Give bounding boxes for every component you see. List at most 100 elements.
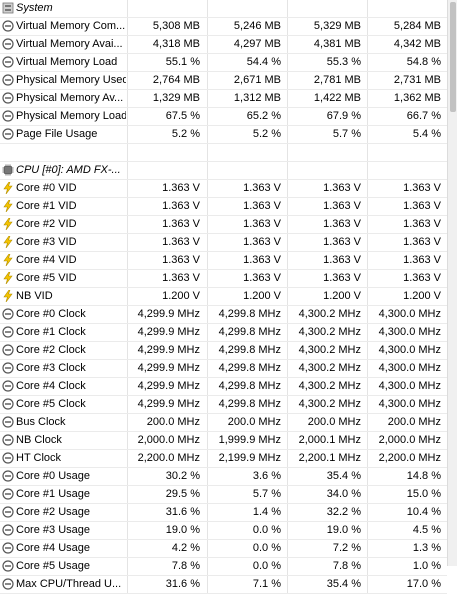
maximum-value: 5.7 % bbox=[332, 128, 361, 140]
column-divider bbox=[367, 396, 368, 413]
average-value: 4.5 % bbox=[412, 524, 441, 536]
sensor-row[interactable]: Core #4 Clock 4,299.9 MHz 4,299.8 MHz 4,300… bbox=[0, 378, 447, 396]
column-divider bbox=[127, 468, 128, 485]
column-divider bbox=[127, 18, 128, 35]
column-divider bbox=[287, 324, 288, 341]
sensor-label: Physical Memory Av... bbox=[16, 92, 124, 104]
sensor-row[interactable]: Bus Clock 200.0 MHz 200.0 MHz 200.0 MHz 200.… bbox=[0, 414, 447, 432]
sensor-row[interactable]: Core #2 Usage 31.6 % 1.4 % 32.2 % 10.4 % bbox=[0, 504, 447, 522]
sensor-row[interactable]: NB VID 1.200 V 1.200 V 1.200 V 1.200 V bbox=[0, 288, 447, 306]
column-divider bbox=[367, 234, 368, 251]
average-value: 2,200.0 MHz bbox=[378, 452, 441, 464]
minimum-value: 4,299.8 MHz bbox=[218, 344, 281, 356]
column-divider bbox=[367, 342, 368, 359]
column-divider bbox=[367, 0, 368, 17]
column-divider bbox=[127, 504, 128, 521]
sensor-row[interactable]: Core #4 VID 1.363 V 1.363 V 1.363 V 1.363 V bbox=[0, 252, 447, 270]
sensor-row[interactable]: NB Clock 2,000.0 MHz 1,999.9 MHz 2,000.1 MH… bbox=[0, 432, 447, 450]
sensor-label: Virtual Memory Avai... bbox=[16, 38, 123, 50]
average-value: 4,300.0 MHz bbox=[378, 308, 441, 320]
current-value: 31.6 % bbox=[165, 578, 200, 590]
sensor-row[interactable]: Core #0 VID 1.363 V 1.363 V 1.363 V 1.363 V bbox=[0, 180, 447, 198]
sensor-row[interactable]: Core #4 Usage 4.2 % 0.0 % 7.2 % 1.3 % bbox=[0, 540, 447, 558]
column-divider bbox=[127, 360, 128, 377]
sensor-row[interactable]: Core #1 Usage 29.5 % 5.7 % 34.0 % 15.0 % bbox=[0, 486, 447, 504]
column-divider bbox=[207, 198, 208, 215]
sensor-row[interactable]: Virtual Memory Avai... 4,318 MB 4,297 MB 4,… bbox=[0, 36, 447, 54]
sensor-label: Core #0 Usage bbox=[16, 470, 90, 482]
column-divider bbox=[127, 414, 128, 431]
sensor-row[interactable]: Physical Memory Av... 1,329 MB 1,312 MB 1,4… bbox=[0, 90, 447, 108]
column-divider bbox=[207, 180, 208, 197]
sensor-row[interactable]: Core #2 Clock 4,299.9 MHz 4,299.8 MHz 4,300… bbox=[0, 342, 447, 360]
column-divider bbox=[287, 216, 288, 233]
section-header[interactable]: CPU [#0]: AMD FX-... bbox=[0, 162, 447, 180]
column-divider bbox=[127, 198, 128, 215]
minimum-value: 4,299.8 MHz bbox=[218, 326, 281, 338]
column-divider bbox=[207, 450, 208, 467]
column-divider bbox=[367, 252, 368, 269]
sensor-row[interactable]: Physical Memory Used 2,764 MB 2,671 MB 2,78… bbox=[0, 72, 447, 90]
maximum-value: 1.363 V bbox=[323, 182, 361, 194]
sensor-row[interactable]: Core #5 Clock 4,299.9 MHz 4,299.8 MHz 4,300… bbox=[0, 396, 447, 414]
minimum-value: 54.4 % bbox=[246, 56, 281, 68]
average-value: 4,300.0 MHz bbox=[378, 398, 441, 410]
column-divider bbox=[127, 342, 128, 359]
current-value: 4,299.9 MHz bbox=[137, 308, 200, 320]
current-value: 2,764 MB bbox=[152, 74, 200, 86]
sensor-row[interactable]: Core #1 VID 1.363 V 1.363 V 1.363 V 1.363 V bbox=[0, 198, 447, 216]
column-divider bbox=[207, 126, 208, 143]
column-divider bbox=[287, 558, 288, 575]
current-value: 55.1 % bbox=[165, 56, 200, 68]
sensor-row[interactable]: Page File Usage 5.2 % 5.2 % 5.7 % 5.4 % bbox=[0, 126, 447, 144]
column-divider bbox=[207, 306, 208, 323]
maximum-value: 67.9 % bbox=[326, 110, 361, 122]
maximum-value: 1.363 V bbox=[323, 272, 361, 284]
column-divider bbox=[207, 288, 208, 305]
sensor-label: Page File Usage bbox=[16, 128, 98, 140]
minimum-value: 1.363 V bbox=[243, 200, 281, 212]
column-divider bbox=[207, 270, 208, 287]
minimum-value: 1,999.9 MHz bbox=[218, 434, 281, 446]
minimum-value: 1.363 V bbox=[243, 272, 281, 284]
vertical-scrollbar[interactable] bbox=[447, 0, 457, 566]
column-divider bbox=[127, 288, 128, 305]
sensor-row[interactable]: Core #0 Clock 4,299.9 MHz 4,299.8 MHz 4,300… bbox=[0, 306, 447, 324]
column-divider bbox=[367, 18, 368, 35]
minimum-value: 0.0 % bbox=[252, 542, 281, 554]
sensor-row[interactable]: Core #0 Usage 30.2 % 3.6 % 35.4 % 14.8 % bbox=[0, 468, 447, 486]
scrollbar-thumb[interactable] bbox=[450, 2, 456, 112]
sensor-label: Core #4 Usage bbox=[16, 542, 90, 554]
sensor-row[interactable]: HT Clock 2,200.0 MHz 2,199.9 MHz 2,200.1 MH… bbox=[0, 450, 447, 468]
sensor-label: Core #1 Usage bbox=[16, 488, 90, 500]
column-divider bbox=[287, 0, 288, 17]
column-divider bbox=[287, 54, 288, 71]
sensor-row[interactable]: Core #5 Usage 7.8 % 0.0 % 7.8 % 1.0 % bbox=[0, 558, 447, 576]
maximum-value: 55.3 % bbox=[326, 56, 361, 68]
current-value: 4,299.9 MHz bbox=[137, 344, 200, 356]
column-divider bbox=[207, 234, 208, 251]
sensor-row[interactable]: Virtual Memory Load 55.1 % 54.4 % 55.3 % 54.… bbox=[0, 54, 447, 72]
sensor-row[interactable]: Core #3 VID 1.363 V 1.363 V 1.363 V 1.363 V bbox=[0, 234, 447, 252]
sensor-row[interactable]: Physical Memory Load 67.5 % 65.2 % 67.9 % 66… bbox=[0, 108, 447, 126]
maximum-value: 7.2 % bbox=[332, 542, 361, 554]
maximum-value: 1.363 V bbox=[323, 200, 361, 212]
maximum-value: 1.200 V bbox=[323, 290, 361, 302]
column-divider bbox=[127, 270, 128, 287]
sensor-row[interactable]: Core #3 Usage 19.0 % 0.0 % 19.0 % 4.5 % bbox=[0, 522, 447, 540]
sensor-row[interactable]: Core #5 VID 1.363 V 1.363 V 1.363 V 1.363 V bbox=[0, 270, 447, 288]
sensor-row[interactable]: Max CPU/Thread U... 31.6 % 7.1 % 35.4 % 17.0… bbox=[0, 576, 447, 594]
sensor-row[interactable]: Core #3 Clock 4,299.9 MHz 4,299.8 MHz 4,300… bbox=[0, 360, 447, 378]
minimum-value: 1.200 V bbox=[243, 290, 281, 302]
column-divider bbox=[367, 180, 368, 197]
minimum-value: 200.0 MHz bbox=[227, 416, 281, 428]
column-divider bbox=[207, 36, 208, 53]
sensor-row[interactable]: Core #2 VID 1.363 V 1.363 V 1.363 V 1.363 V bbox=[0, 216, 447, 234]
minimum-value: 4,299.8 MHz bbox=[218, 362, 281, 374]
column-divider bbox=[207, 414, 208, 431]
column-divider bbox=[127, 0, 128, 17]
sensor-row[interactable]: Core #1 Clock 4,299.9 MHz 4,299.8 MHz 4,300… bbox=[0, 324, 447, 342]
column-divider bbox=[207, 324, 208, 341]
section-header[interactable]: System bbox=[0, 0, 447, 18]
sensor-row[interactable]: Virtual Memory Com... 5,308 MB 5,246 MB 5,3… bbox=[0, 18, 447, 36]
